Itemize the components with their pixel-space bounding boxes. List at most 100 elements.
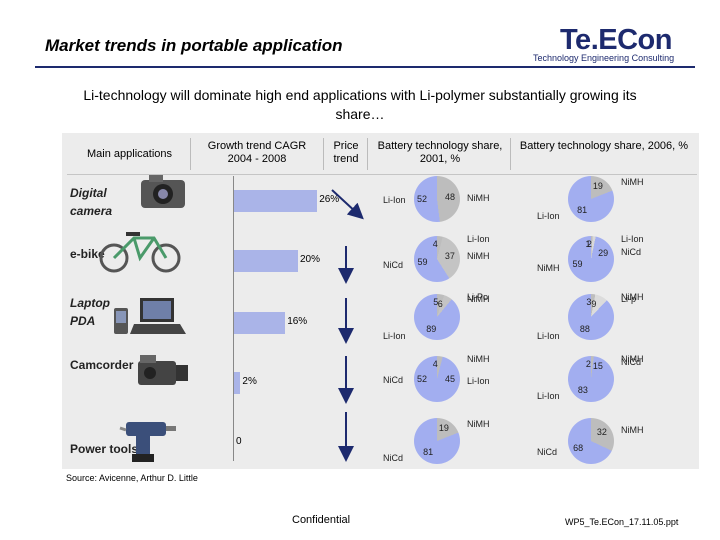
header-share-2006: Battery technology share, 2006, %: [519, 140, 689, 152]
pie-value-label: 4: [432, 359, 438, 370]
pie-legend-label: NiMH: [467, 354, 490, 365]
pie-value-label: 88: [579, 324, 590, 335]
app-label-camcorder: Camcorder: [70, 358, 134, 372]
growth-axis: [233, 176, 234, 461]
pie-legend-label: NiCd: [621, 357, 642, 368]
pie-legend-label: NiCd: [621, 246, 642, 257]
pie-value-label: 4: [432, 239, 438, 250]
share-pie-2006: [568, 294, 614, 340]
growth-bar: [234, 372, 241, 394]
growth-bar-label: 0: [236, 436, 242, 447]
pie-value-label: 15: [592, 361, 603, 372]
app-label-e-bike: e-bike: [70, 247, 105, 261]
pie-legend-label: NiMH: [467, 294, 490, 305]
company-logo: Te.ECon: [560, 24, 672, 56]
pie-legend-label: Li-Ion: [537, 391, 560, 402]
growth-bar-label: 20%: [300, 254, 321, 265]
header-growth-trend: Growth trend CAGR 2004 - 2008: [207, 140, 307, 165]
pie-legend-label: NiMH: [467, 419, 490, 430]
pie-value-label: 89: [426, 324, 437, 335]
pie-value-label: 2: [585, 359, 591, 370]
share-pie-2001: [414, 418, 460, 464]
pie-legend-label: Li-p: [621, 294, 637, 305]
share-pie-2001: [414, 236, 460, 282]
pie-value-label: 81: [423, 446, 434, 457]
pie-value-label: 45: [444, 374, 455, 385]
confidential-label: Confidential: [292, 514, 351, 526]
share-pie-2001: [414, 356, 460, 402]
pie-legend-label: Li-Ion: [537, 210, 560, 221]
pie-value-label: 2: [586, 239, 592, 250]
growth-bar: [234, 190, 318, 212]
header-divider: [67, 174, 697, 175]
pie-value-label: 6: [437, 298, 443, 309]
pie-value-label: 32: [596, 427, 607, 438]
pie-legend-label: Li-Ion: [467, 375, 490, 386]
column-divider: [367, 138, 368, 170]
camcorder-icon: [130, 350, 190, 396]
file-name-label: WP5_Te.ECon_17.11.05.ppt: [565, 517, 679, 527]
pie-legend-label: NiCd: [383, 374, 404, 385]
column-divider: [510, 138, 511, 170]
header-rule: [35, 66, 695, 68]
pie-legend-label: NiCd: [383, 259, 404, 270]
pie-value-label: 52: [417, 193, 428, 204]
slide-subtitle: Li-technology will dominate high end app…: [83, 87, 637, 122]
growth-bar-label: 16%: [287, 316, 308, 327]
digital-camera-icon: [138, 168, 188, 216]
pie-legend-label: Li-Po: [467, 292, 489, 303]
logo-tagline: Technology Engineering Consulting: [533, 53, 675, 63]
growth-bar-label: 26%: [319, 194, 340, 205]
header-share-2001: Battery technology share, 2001, %: [377, 140, 503, 165]
pie-value-label: 3: [586, 297, 592, 308]
pie-value-label: 29: [598, 248, 609, 259]
app-label-power-tools: Power tools: [70, 442, 139, 456]
pie-value-label: 37: [444, 250, 455, 261]
column-divider: [323, 138, 324, 170]
pie-value-label: 19: [592, 181, 603, 192]
slide-title: Market trends in portable application: [45, 36, 343, 55]
pie-legend-label: NiMH: [621, 177, 644, 188]
pie-legend-label: Li-Ion: [537, 330, 560, 341]
pie-value-label: 5: [433, 297, 439, 308]
share-pie-2006: [568, 356, 614, 402]
share-pie-2001: [414, 176, 460, 222]
pie-value-label: 19: [438, 423, 449, 434]
growth-bar: [234, 312, 286, 334]
pie-legend-label: Li-Ion: [383, 330, 406, 341]
laptop-pda-icon: [112, 294, 187, 342]
source-note: Source: Avicenne, Arthur D. Little: [66, 473, 198, 483]
e-bike-icon: [95, 224, 185, 274]
pie-legend-label: Li-Ion: [467, 234, 490, 245]
pie-value-label: 9: [591, 298, 597, 309]
pie-legend-label: NiMH: [537, 262, 560, 273]
pie-legend-label: NiMH: [621, 292, 644, 303]
pie-legend-label: NiMH: [467, 192, 490, 203]
pie-value-label: 1: [585, 239, 591, 249]
pie-value-label: 59: [417, 256, 428, 267]
header-main-applications: Main applications: [87, 148, 172, 160]
price-trend-arrows: [331, 189, 364, 462]
pie-legend-label: Li-Ion: [383, 195, 406, 206]
power-drill-icon: [118, 416, 178, 466]
pie-legend-label: NiMH: [467, 250, 490, 261]
pie-legend-label: NiCd: [537, 446, 558, 457]
share-pie-2006: [568, 176, 614, 222]
pie-legend-label: Li-Ion: [621, 234, 644, 244]
pie-value-label: 48: [444, 192, 455, 203]
pie-value-label: 68: [573, 442, 584, 453]
pie-value-label: 83: [577, 385, 588, 396]
header-price-trend: Price trend: [333, 140, 359, 165]
pie-value-label: 59: [572, 259, 583, 270]
column-divider: [190, 138, 191, 170]
pie-legend-label: NiMH: [621, 425, 644, 436]
share-pie-2001: [414, 294, 460, 340]
pie-legend-label: NiCd: [383, 452, 404, 463]
price-arrow-digital-camera: [331, 189, 364, 220]
pie-value-label: 52: [417, 373, 428, 384]
growth-bar-label: 2%: [242, 376, 257, 387]
pie-value-label: 81: [577, 204, 588, 215]
share-pie-2006: [568, 418, 614, 464]
growth-bar: [234, 250, 298, 272]
app-label-digital-camera: Digital camera: [70, 186, 113, 218]
